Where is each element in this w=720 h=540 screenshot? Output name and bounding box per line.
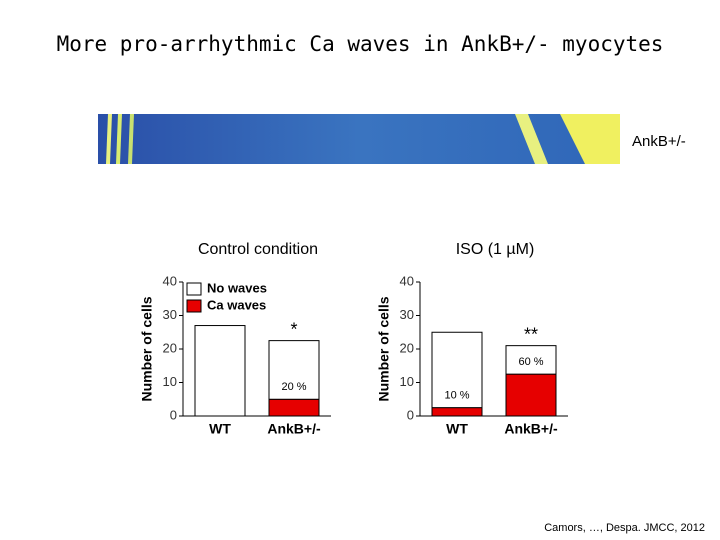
y-tick-label: 20 (400, 340, 414, 355)
legend-swatch (186, 299, 202, 313)
legend-label: Ca waves (207, 297, 266, 312)
x-tick-label: WT (446, 421, 468, 437)
bar-segment (194, 325, 246, 417)
legend-swatch (186, 282, 202, 296)
bar-segment (268, 340, 320, 400)
percent-label: 60 % (518, 356, 543, 368)
percent-label: 10 % (444, 390, 469, 402)
y-tick-label: 40 (163, 273, 177, 288)
legend-label: No waves (207, 280, 267, 295)
bar-segment (431, 331, 483, 409)
y-tick-label: 30 (163, 307, 177, 322)
bar-segment (505, 345, 557, 375)
y-tick-label: 40 (400, 273, 414, 288)
percent-label: 20 % (281, 381, 306, 393)
bar-segment (268, 398, 320, 417)
x-tick-label: AnkB+/- (267, 421, 321, 437)
y-tick-label: 30 (400, 307, 414, 322)
x-tick-label: AnkB+/- (504, 421, 558, 437)
bar-segment (505, 373, 557, 417)
citation: Camors, …, Despa. JMCC, 2012 (544, 522, 705, 534)
y-tick-label: 20 (163, 340, 177, 355)
y-axis-label: Number of cells (139, 296, 155, 401)
y-tick-label: 10 (163, 374, 177, 389)
x-tick-label: WT (209, 421, 231, 437)
slide-title: More pro-arrhythmic Ca waves in AnkB+/- … (57, 32, 664, 56)
line-scan-image (98, 114, 620, 164)
y-tick-label: 0 (407, 407, 414, 422)
y-tick-label: 10 (400, 374, 414, 389)
image-label: AnkB+/- (632, 133, 686, 150)
y-tick-label: 0 (170, 407, 177, 422)
y-axis-label: Number of cells (376, 296, 392, 401)
chart-title: Control condition (198, 241, 318, 258)
significance: ** (524, 324, 538, 344)
significance: * (290, 319, 297, 339)
chart-title: ISO (1 µM) (456, 241, 535, 258)
bar-segment (431, 407, 483, 417)
